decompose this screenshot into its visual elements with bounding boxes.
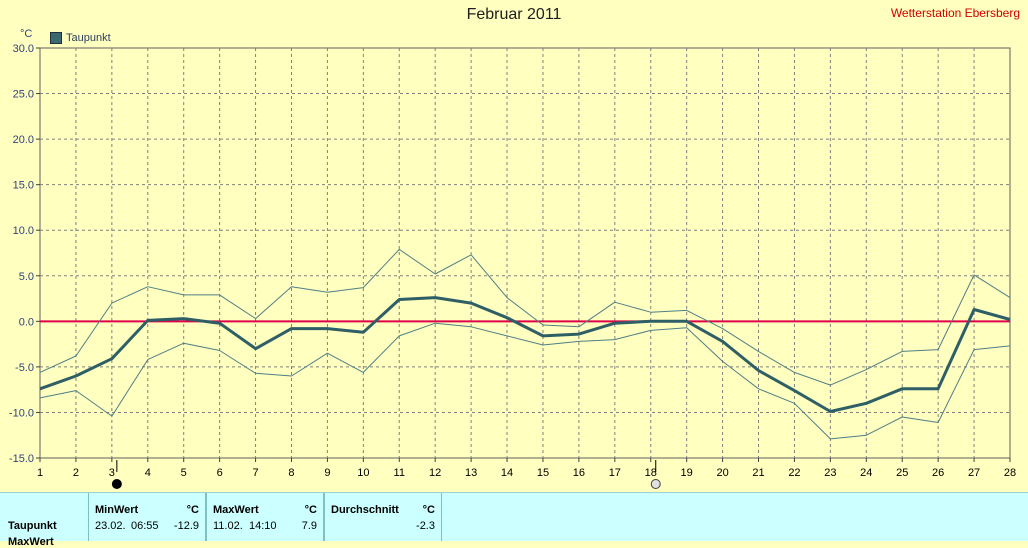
y-axis-unit: °C [20,28,33,40]
y-tick-label: 15.0 [13,180,34,192]
x-tick-label: 28 [1004,467,1016,479]
x-tick-label: 16 [573,467,585,479]
stats-row-label: Taupunkt [8,520,57,532]
x-tick-label: 5 [181,467,187,479]
x-tick-label: 10 [357,467,369,479]
legend-label: Taupunkt [66,32,111,44]
x-tick-label: 13 [465,467,477,479]
y-tick-label: 30.0 [13,43,34,55]
y-tick-label: -15.0 [9,453,34,465]
x-tick-label: 12 [429,467,441,479]
x-tick-label: 24 [860,467,872,479]
y-tick-label: -10.0 [9,407,34,419]
x-tick-label: 9 [324,467,330,479]
station-name: Wetterstation Ebersberg [890,6,1020,20]
x-tick-label: 14 [501,467,513,479]
x-tick-label: 3 [109,467,115,479]
stats-avg-column: Durchschnitt °C -2.3 [324,493,442,541]
max-value: 7.9 [301,520,317,532]
legend-swatch [50,32,62,44]
x-tick-label: 4 [145,467,151,479]
min-value: -12.9 [173,520,199,532]
avg-header: Durchschnitt [331,504,399,516]
plot-frame [39,47,1011,459]
x-tick-label: 18 [645,467,657,479]
x-tick-label: 1 [37,467,43,479]
series-line-max [39,248,1011,386]
max-date: 11.02. [213,520,243,532]
x-tick-label: 21 [752,467,764,479]
min-date: 23.02. [95,520,126,532]
min-unit: °C [186,504,199,516]
x-tick-label: 26 [932,467,944,479]
y-tick-label: 20.0 [13,134,34,146]
chart-title: Februar 2011 [466,6,562,23]
avg-value: -2.3 [416,520,435,532]
legend: Taupunkt [50,32,111,44]
max-unit: °C [304,504,317,516]
x-tick-label: 17 [609,467,621,479]
y-tick-label: 10.0 [13,225,34,237]
x-tick-label: 19 [681,467,693,479]
x-tick-label: 23 [824,467,836,479]
new-moon-icon [111,479,122,489]
x-tick-label: 25 [896,467,908,479]
y-tick-label: 5.0 [19,271,34,283]
x-tick-label: 7 [252,467,258,479]
series-line-min [39,322,1011,440]
x-tick-label: 8 [288,467,294,479]
stats-max-column: MaxWert °C 11.02. 14:10 7.9 [206,493,324,541]
x-tick-label: 2 [73,467,79,479]
min-time: 06:55 [131,520,159,532]
stats-min-column: MinWert °C 23.02. 06:55 -12.9 [88,493,206,541]
y-tick-label: 0.0 [19,316,34,328]
stats-panel: Taupunkt MaxWert MinWert °C 23.02. 06:55… [0,492,1028,548]
x-tick-label: 15 [537,467,549,479]
chart-plot: 30.0 25.0 20.0 15.0 10.0 5.0 0.0 -5.0 -10.0 -15.0… [9,43,1016,489]
x-tick-label: 20 [716,467,728,479]
y-tick-label: 25.0 [13,89,34,101]
avg-unit: °C [422,504,435,516]
series-line-mean [39,296,1011,413]
y-tick-label: -5.0 [15,362,34,374]
x-tick-label: 11 [394,467,405,479]
x-tick-label: 27 [968,467,980,479]
chart-area: Februar 2011 Wetterstation Ebersberg °C … [9,6,1020,489]
min-header: MinWert [95,504,139,516]
x-tick-label: 6 [217,467,223,479]
stats-row-label-2: MaxWert [8,536,54,548]
full-moon-icon [650,479,661,489]
x-tick-label: 22 [788,467,800,479]
max-header: MaxWert [213,504,259,516]
max-time: 14:10 [249,520,277,532]
